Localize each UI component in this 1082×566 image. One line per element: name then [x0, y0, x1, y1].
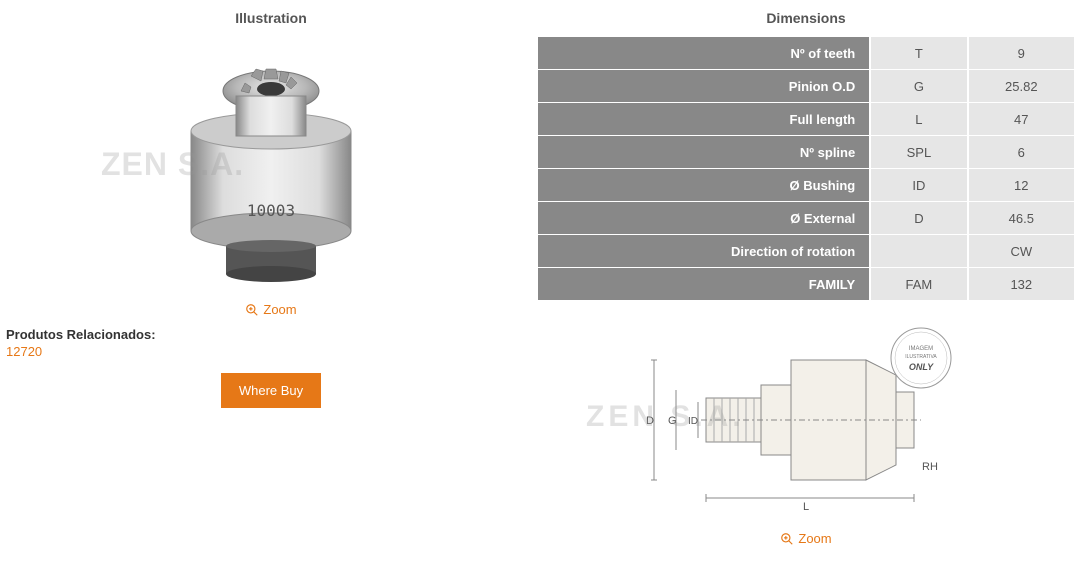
dim-value-cell: 46.5: [969, 202, 1074, 234]
zoom-icon: [780, 532, 794, 546]
dim-value-cell: 25.82: [969, 70, 1074, 102]
where-buy-button[interactable]: Where Buy: [221, 373, 321, 408]
dim-value-cell: 132: [969, 268, 1074, 300]
dim-value-cell: 9: [969, 37, 1074, 69]
dim-code-cell: [871, 235, 966, 267]
table-row: Nº of teethT9: [538, 37, 1074, 69]
dimensions-header: Dimensions: [536, 4, 1076, 36]
zoom-link-illustration[interactable]: Zoom: [6, 296, 536, 323]
table-row: Direction of rotation CW: [538, 235, 1074, 267]
dim-label-cell: Full length: [538, 103, 869, 135]
dim-value-cell: 47: [969, 103, 1074, 135]
dim-code-cell: FAM: [871, 268, 966, 300]
dim-code-cell: G: [871, 70, 966, 102]
dim-value-cell: 12: [969, 169, 1074, 201]
illustration-header: Illustration: [6, 4, 536, 36]
dimensions-table: Nº of teethT9Pinion O.DG25.82Full length…: [536, 36, 1076, 301]
illustration-column: Illustration: [6, 4, 536, 552]
dim-label-cell: Nº spline: [538, 136, 869, 168]
table-row: Ø BushingID12: [538, 169, 1074, 201]
dim-value-cell: CW: [969, 235, 1074, 267]
svg-text:ONLY: ONLY: [909, 362, 934, 372]
related-product-link[interactable]: 12720: [6, 344, 42, 373]
svg-text:ILUSTRATIVA: ILUSTRATIVA: [905, 354, 937, 360]
dim-value-cell: 6: [969, 136, 1074, 168]
zoom-label: Zoom: [798, 531, 831, 546]
product-number-text: 10003: [247, 201, 295, 220]
dim-label-cell: Direction of rotation: [538, 235, 869, 267]
watermark-diagram: ZEN S.A.: [586, 400, 745, 434]
product-image: 10003 ZEN S.A.: [6, 36, 536, 296]
table-row: FAMILYFAM132: [538, 268, 1074, 300]
zoom-icon: [245, 303, 259, 317]
svg-text:L: L: [803, 501, 809, 513]
table-row: Pinion O.DG25.82: [538, 70, 1074, 102]
dim-code-cell: D: [871, 202, 966, 234]
dim-label-cell: Ø External: [538, 202, 869, 234]
dim-label-cell: FAMILY: [538, 268, 869, 300]
dim-code-cell: L: [871, 103, 966, 135]
zoom-label: Zoom: [263, 302, 296, 317]
dim-code-cell: SPL: [871, 136, 966, 168]
table-row: Full lengthL47: [538, 103, 1074, 135]
dim-label-cell: Ø Bushing: [538, 169, 869, 201]
dim-code-cell: T: [871, 37, 966, 69]
svg-text:RH: RH: [922, 461, 938, 473]
watermark-left: ZEN S.A.: [101, 146, 244, 183]
dimensions-column: Dimensions Nº of teethT9Pinion O.DG25.82…: [536, 4, 1076, 552]
dimension-diagram: D G ID: [536, 315, 1076, 525]
dim-label-cell: Pinion O.D: [538, 70, 869, 102]
svg-text:IMAGEM: IMAGEM: [909, 346, 933, 352]
dim-label-cell: Nº of teeth: [538, 37, 869, 69]
related-products-label: Produtos Relacionados:: [6, 323, 536, 344]
zoom-link-diagram[interactable]: Zoom: [536, 525, 1076, 552]
dim-code-cell: ID: [871, 169, 966, 201]
table-row: Ø ExternalD46.5: [538, 202, 1074, 234]
table-row: Nº splineSPL6: [538, 136, 1074, 168]
